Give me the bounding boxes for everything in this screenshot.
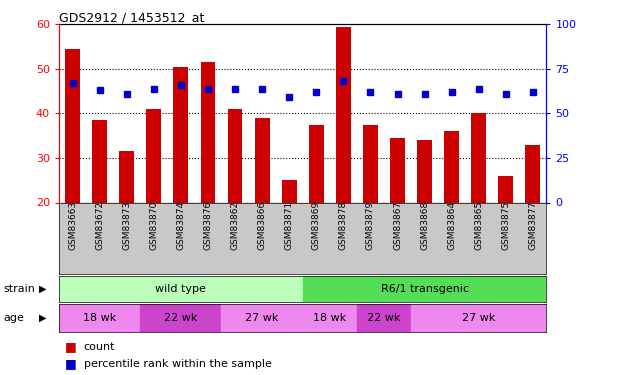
Bar (119, 151, 134, 202)
Bar (309, 124, 324, 202)
Bar (92, 120, 107, 202)
Text: 18 wk: 18 wk (313, 313, 347, 323)
Text: 22 wk: 22 wk (367, 313, 401, 323)
Text: wild type: wild type (155, 284, 206, 294)
Text: 27 wk: 27 wk (245, 313, 279, 323)
Text: count: count (84, 342, 116, 352)
Bar (147, 109, 161, 202)
Bar (417, 140, 432, 202)
Bar (255, 118, 270, 202)
Bar (471, 113, 486, 202)
Text: age: age (3, 313, 24, 323)
Bar (302, 304, 357, 332)
Text: 22 wk: 22 wk (164, 313, 197, 323)
Bar (390, 138, 405, 202)
Text: strain: strain (3, 284, 35, 294)
Bar (65, 49, 80, 202)
Bar (201, 62, 215, 202)
Bar (363, 124, 378, 202)
Bar (173, 67, 188, 203)
Bar (282, 180, 297, 203)
Bar (59, 276, 303, 302)
Text: GDS2912 / 1453512_at: GDS2912 / 1453512_at (59, 11, 204, 24)
Text: ■: ■ (65, 340, 77, 353)
Text: ▶: ▶ (39, 313, 47, 323)
Bar (411, 304, 546, 332)
Text: 18 wk: 18 wk (83, 313, 116, 323)
Bar (499, 176, 514, 203)
Text: 27 wk: 27 wk (462, 313, 496, 323)
Bar (59, 304, 140, 332)
Bar (525, 145, 540, 202)
Bar (140, 304, 222, 332)
Text: ▶: ▶ (39, 284, 47, 294)
Bar (302, 276, 546, 302)
Bar (227, 109, 242, 202)
Bar (222, 304, 302, 332)
Bar (444, 131, 459, 203)
Text: R6/1 transgenic: R6/1 transgenic (381, 284, 469, 294)
Text: ■: ■ (65, 357, 77, 370)
Text: percentile rank within the sample: percentile rank within the sample (84, 359, 272, 369)
Bar (336, 27, 351, 202)
Bar (357, 304, 411, 332)
